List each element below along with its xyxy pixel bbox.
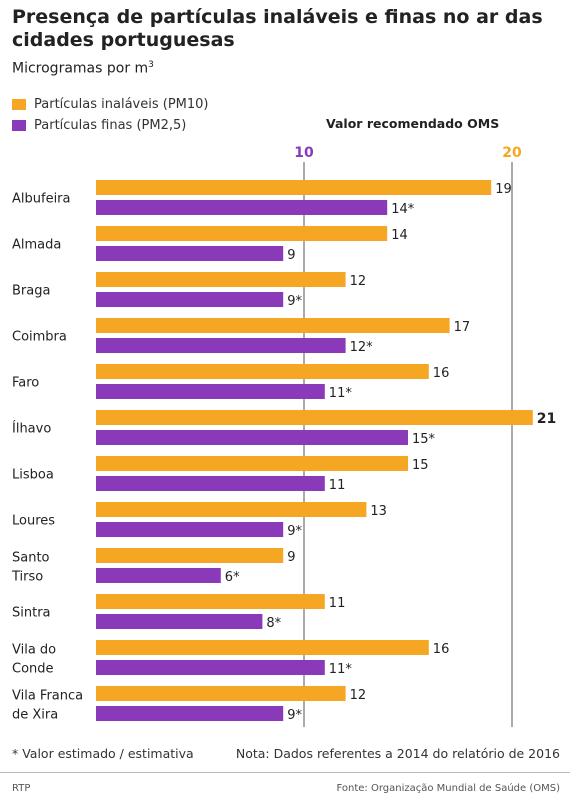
bar-pm10: [96, 180, 492, 195]
category-label: de Xira: [12, 708, 58, 723]
bar-pm25: [96, 246, 284, 261]
data-label: 12: [350, 688, 367, 703]
category-label: Coimbra: [12, 330, 67, 345]
data-label: 17: [454, 320, 471, 335]
category-label: Tirso: [11, 570, 43, 585]
data-label: 8*: [266, 616, 281, 631]
bar-pm25: [96, 706, 284, 721]
footer-source: Fonte: Organização Mundial de Saúde (OMS…: [336, 783, 560, 794]
chart-title: Presença de partículas inaláveis e finas…: [12, 6, 543, 51]
bar-pm10: [96, 640, 429, 655]
footer-brand: RTP: [12, 783, 31, 794]
bar-pm10: [96, 594, 325, 609]
category-label: Albufeira: [12, 192, 71, 207]
data-label: 12*: [350, 340, 374, 355]
category-label: Loures: [12, 514, 55, 529]
bar-pm25: [96, 200, 388, 215]
footer-divider: [0, 772, 570, 773]
bar-pm25: [96, 430, 408, 445]
subtitle-unit: Microgramas por m: [12, 60, 149, 77]
bar-pm25: [96, 568, 221, 583]
data-label: 9*: [287, 524, 302, 539]
legend-swatch-pm10: [12, 99, 26, 110]
bar-pm10: [96, 318, 450, 333]
category-label: Ílhavo: [12, 421, 51, 437]
legend-swatch-pm25: [12, 120, 26, 131]
data-label: 9: [287, 550, 295, 565]
category-label: Faro: [12, 376, 39, 391]
data-label: 11*: [329, 386, 353, 401]
bar-pm25: [96, 660, 325, 675]
legend-item-pm10: Partículas inaláveis (PM10): [12, 94, 209, 115]
bar-pm10: [96, 410, 533, 425]
data-label: 11*: [329, 662, 353, 677]
data-label: 16: [433, 642, 450, 657]
data-label: 6*: [225, 570, 240, 585]
bar-pm10: [96, 226, 388, 241]
reference-title: Valor recomendado OMS: [326, 116, 499, 131]
data-label: 19: [495, 182, 512, 197]
legend-label-pm10: Partículas inaláveis (PM10): [34, 97, 209, 112]
category-label: Braga: [12, 284, 50, 299]
category-label: Vila do: [12, 643, 56, 658]
category-label: Vila Franca: [12, 689, 83, 704]
estimate-note: * Valor estimado / estimativa: [12, 746, 194, 761]
legend: Partículas inaláveis (PM10) Partículas f…: [12, 94, 209, 136]
data-label: 9*: [287, 708, 302, 723]
data-label: 11: [329, 596, 346, 611]
bar-pm25: [96, 292, 284, 307]
legend-label-pm25: Partículas finas (PM2,5): [34, 118, 187, 133]
bar-pm25: [96, 384, 325, 399]
reference-label-20: 20: [502, 145, 522, 161]
bar-pm25: [96, 338, 346, 353]
bar-pm25: [96, 522, 284, 537]
category-label: Almada: [12, 238, 61, 253]
bar-pm25: [96, 614, 263, 629]
bar-pm10: [96, 456, 408, 471]
data-label: 9*: [287, 294, 302, 309]
bar-pm10: [96, 548, 284, 563]
category-label: Lisboa: [12, 468, 54, 483]
subtitle-superscript: 3: [148, 60, 154, 70]
bar-pm10: [96, 502, 367, 517]
reference-label-10: 10: [294, 145, 314, 161]
bar-pm10: [96, 364, 429, 379]
data-label: 12: [350, 274, 367, 289]
legend-item-pm25: Partículas finas (PM2,5): [12, 115, 209, 136]
data-label: 13: [370, 504, 387, 519]
data-label: 9: [287, 248, 295, 263]
category-label: Santo: [12, 551, 50, 566]
data-label: 21: [537, 411, 556, 427]
data-label: 15: [412, 458, 429, 473]
data-label: 14: [391, 228, 408, 243]
data-label: 15*: [412, 432, 436, 447]
bar-pm10: [96, 686, 346, 701]
bar-pm10: [96, 272, 346, 287]
bar-pm25: [96, 476, 325, 491]
data-label: 14*: [391, 202, 415, 217]
category-label: Conde: [12, 662, 54, 677]
chart-subtitle: Microgramas por m3: [12, 60, 154, 77]
data-label: 16: [433, 366, 450, 381]
data-label: 11: [329, 478, 346, 493]
data-note: Nota: Dados referentes a 2014 do relatór…: [235, 746, 560, 761]
category-label: Sintra: [12, 606, 51, 621]
